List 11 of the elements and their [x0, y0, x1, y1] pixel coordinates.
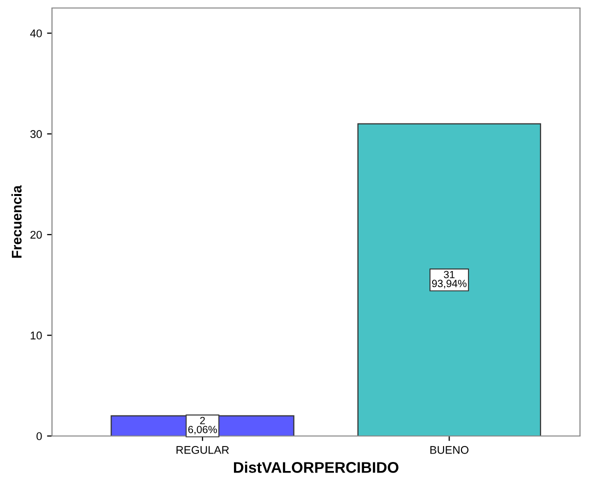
y-tick-label: 30 [30, 130, 42, 138]
y-tick-label: 40 [30, 29, 42, 38]
x-tick-label: BUENO [430, 446, 468, 454]
x-axis-title: DistVALORPERCIBIDO [234, 462, 398, 473]
y-tick-label: 0 [36, 432, 42, 440]
x-tick-label: REGULAR [176, 446, 229, 454]
y-tick-label: 20 [30, 230, 42, 239]
data-label: 2 6,06% [188, 416, 217, 434]
y-axis-title: Frecuencia [11, 185, 22, 258]
y-tick-label: 10 [30, 332, 42, 340]
data-label: 31 93,94% [432, 270, 467, 288]
